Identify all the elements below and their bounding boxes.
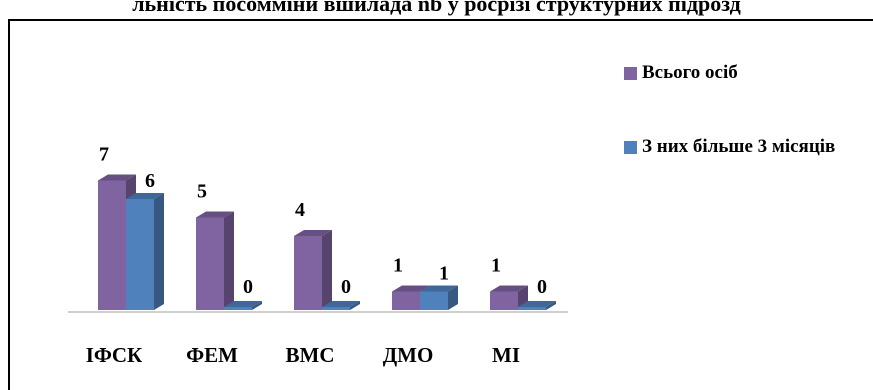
bar-over3m-4-side [546, 301, 556, 310]
legend-swatch-over-3-months [624, 141, 637, 154]
bar-total-1-side [224, 211, 234, 310]
data-label-total-0: 7 [99, 144, 109, 166]
bar-over3m-0-top [126, 193, 164, 199]
legend-item-over-3-months: З них більше 3 місяців [624, 136, 854, 158]
legend-label-over-3-months: З них більше 3 місяців [642, 136, 836, 157]
category-label-0: ІФСК [86, 343, 143, 367]
data-label-total-2: 4 [295, 199, 305, 221]
data-label-total-4: 1 [491, 255, 501, 277]
bar-total-3 [392, 291, 420, 310]
bar-total-4 [490, 291, 518, 310]
bar-over3m-1 [224, 307, 252, 310]
data-label-total-3: 1 [393, 255, 403, 277]
bar-over3m-1-top [224, 301, 262, 307]
data-label-over3m-4: 0 [537, 276, 547, 298]
bar-over3m-1-side [252, 301, 262, 310]
legend-swatch-total [624, 67, 637, 80]
bar-total-2-top [294, 230, 332, 236]
bar-total-1 [196, 217, 224, 310]
bar-over3m-2 [322, 307, 350, 310]
category-label-3: ДМО [383, 343, 434, 367]
bar-over3m-3-top [420, 285, 458, 292]
bar-over3m-4 [518, 307, 546, 310]
bar-total-0 [98, 180, 126, 310]
bar-total-2 [294, 236, 322, 310]
chart-title: льність посомміни вшилада nb y росрізі с… [132, 0, 741, 16]
bar-over3m-2-side [350, 301, 360, 310]
bar-over3m-3-side [448, 285, 458, 310]
bar-over3m-0-side [154, 193, 164, 310]
legend: Всього осіб З них більше 3 місяців [624, 62, 854, 158]
data-label-over3m-1: 0 [243, 276, 253, 298]
data-label-over3m-3: 1 [439, 263, 449, 285]
legend-item-total: Всього осіб [624, 62, 854, 84]
legend-label-total: Всього осіб [642, 62, 738, 83]
bar-over3m-4-top [518, 301, 556, 307]
category-label-2: ВМС [286, 343, 335, 367]
bar-total-4-top [490, 285, 528, 292]
bar-over3m-0 [126, 199, 154, 310]
category-label-1: ФЕМ [186, 343, 238, 367]
category-label-4: МІ [492, 343, 520, 367]
bar-total-2-side [322, 230, 332, 310]
bar-over3m-3 [420, 291, 448, 310]
bar-over3m-2-top [322, 301, 360, 307]
chart-frame [8, 19, 873, 390]
bar-total-1-top [196, 211, 234, 218]
bar-total-3-top [392, 285, 430, 292]
bar-total-0-top [98, 174, 136, 181]
data-label-total-1: 5 [197, 181, 207, 203]
data-label-over3m-0: 6 [145, 170, 155, 192]
data-label-over3m-2: 0 [341, 276, 351, 298]
